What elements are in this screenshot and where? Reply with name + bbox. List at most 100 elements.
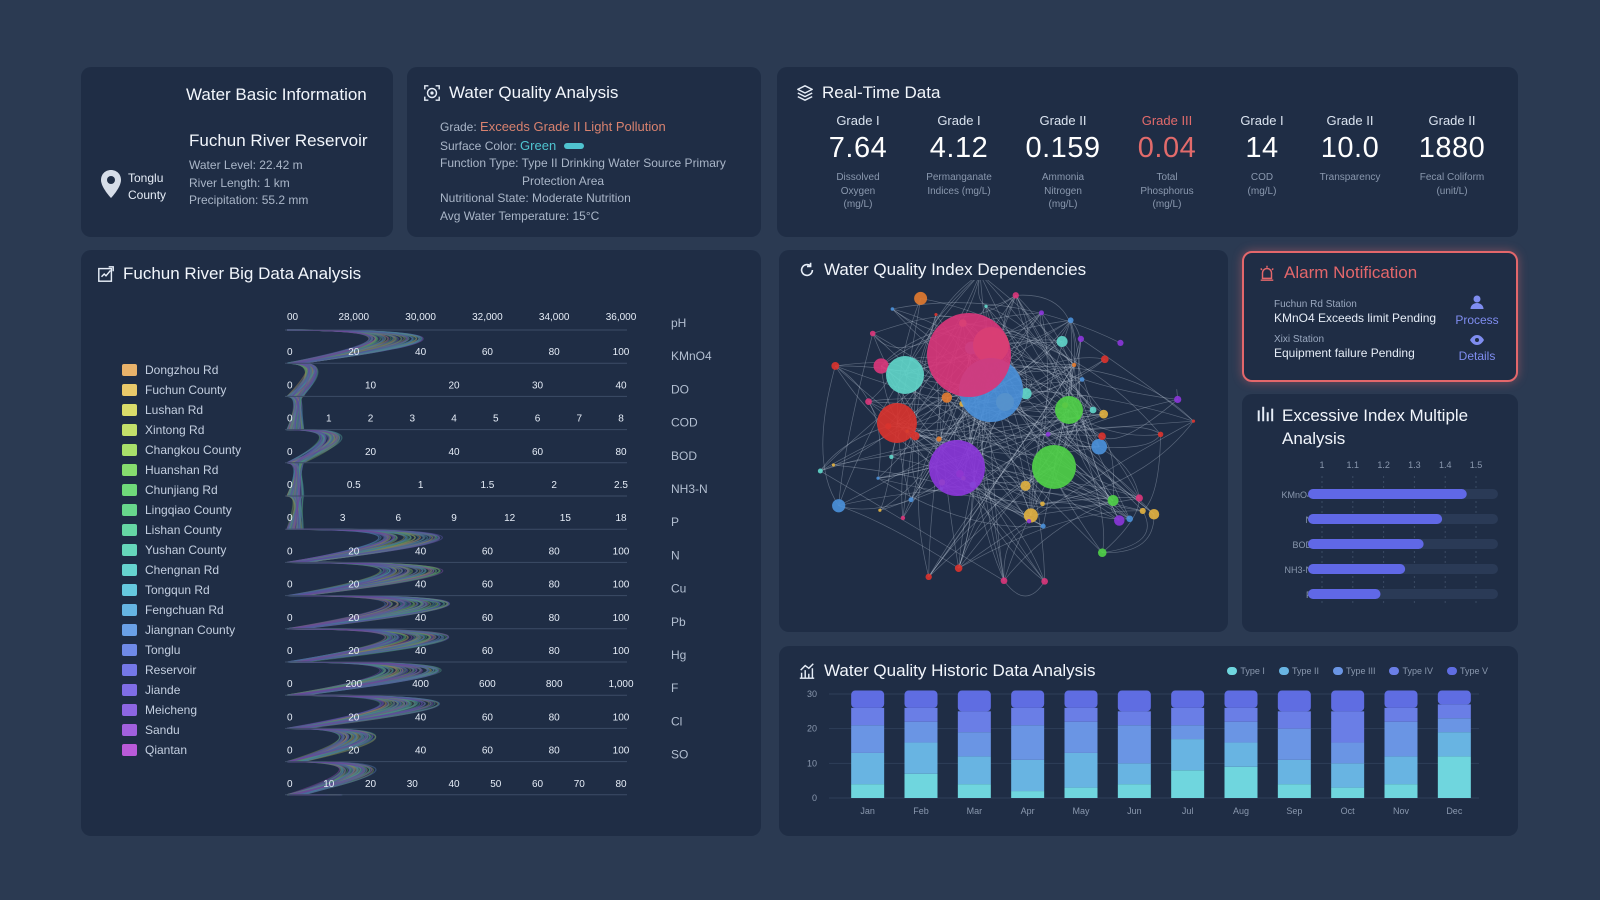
network-node[interactable] [1100,355,1109,364]
bar-segment[interactable] [957,756,991,785]
realtime-metric[interactable]: Grade II 10.0 Transparency [1300,113,1400,185]
network-node[interactable] [984,304,988,308]
process-button[interactable]: Process [1454,294,1500,327]
bar-segment[interactable] [1064,787,1098,798]
network-node[interactable] [1045,431,1051,437]
network-node[interactable] [1114,515,1125,526]
network-node[interactable] [886,356,924,394]
bar-segment[interactable] [851,707,885,726]
bar-segment[interactable] [851,752,885,785]
network-node[interactable] [1148,509,1160,520]
legend-item[interactable]: Lishan County [122,520,241,540]
network-node[interactable] [890,307,895,311]
bar-segment[interactable] [851,725,885,753]
history-legend-item[interactable]: Type II [1278,666,1319,676]
bar-segment[interactable] [1277,690,1311,712]
network-node[interactable] [1098,432,1106,440]
bar-segment[interactable] [1224,690,1258,708]
network-node[interactable] [1126,515,1133,523]
bar-segment[interactable] [1117,690,1151,712]
bar-segment[interactable] [1224,721,1258,743]
network-node[interactable] [1023,508,1038,523]
bar-segment[interactable] [957,711,991,733]
bar-segment[interactable] [1171,770,1205,798]
bar[interactable] [1308,539,1424,549]
realtime-metric[interactable]: Grade III 0.04 Total Phosphorus (mg/L) [1117,113,1217,212]
realtime-metric[interactable]: Grade I 14 COD (mg/L) [1212,113,1312,198]
bar-segment[interactable] [1384,721,1418,757]
bar-segment[interactable] [1171,725,1205,740]
network-node[interactable] [929,440,985,496]
network-node[interactable] [1191,419,1196,423]
parallel-coordinates-chart[interactable]: 00 28,000 30,000 32,000 34,000 36,000 pH0 20 40 6… [81,250,761,836]
location-label[interactable]: Tonglu County [128,171,167,202]
bar-segment[interactable] [1064,721,1098,753]
network-node[interactable] [876,476,880,480]
bar-segment[interactable] [1064,752,1098,788]
network-node[interactable] [1026,519,1032,524]
network-node[interactable] [1020,480,1031,491]
bar-segment[interactable] [1224,707,1258,722]
network-node[interactable] [934,312,938,317]
bar-segment[interactable] [1171,690,1205,708]
bar-segment[interactable] [1171,707,1205,726]
network-node[interactable] [1020,387,1032,400]
bar-segment[interactable] [957,732,991,757]
legend-item[interactable]: Jiande [122,680,241,700]
realtime-metric[interactable]: Grade I 7.64 Dissolved Oxygen (mg/L) [808,113,908,212]
network-node[interactable] [865,398,872,405]
network-node[interactable] [1099,409,1109,419]
bar-segment[interactable] [1011,690,1045,708]
network-node[interactable] [1174,395,1182,404]
bar-segment[interactable] [1331,787,1365,798]
details-button[interactable]: Details [1454,333,1500,363]
bar-segment[interactable] [1277,759,1311,785]
bar[interactable] [1308,564,1406,574]
legend-item[interactable]: Jiangnan County [122,620,241,640]
network-node[interactable] [1117,339,1124,346]
network-node[interactable] [1000,577,1008,585]
network-node[interactable] [1091,438,1108,455]
bar-segment[interactable] [1277,728,1311,760]
legend-item[interactable]: Dongzhou Rd [122,360,241,380]
history-legend-item[interactable]: Type I [1227,666,1265,676]
bar-segment[interactable] [1064,707,1098,722]
legend-item[interactable]: Chengnan Rd [122,560,241,580]
bar-segment[interactable] [1331,763,1365,788]
bar-segment[interactable] [904,742,938,774]
network-node[interactable] [914,291,928,305]
bar-segment[interactable] [1437,690,1471,705]
network-node[interactable] [1135,494,1143,502]
bar-segment[interactable] [1331,690,1365,712]
network-node[interactable] [1079,377,1085,382]
network-node[interactable] [1040,501,1045,507]
bar[interactable] [1308,514,1443,524]
network-node[interactable] [925,573,932,581]
network-node[interactable] [1038,310,1044,316]
bar-segment[interactable] [957,784,991,798]
bar-segment[interactable] [1331,711,1365,743]
network-node[interactable] [927,313,1011,397]
network-node[interactable] [889,454,894,460]
bar-segment[interactable] [1384,756,1418,785]
legend-item[interactable]: Qiantan [122,740,241,760]
bar-segment[interactable] [904,773,938,798]
bar-segment[interactable] [1117,725,1151,764]
network-node[interactable] [1077,335,1085,343]
network-node[interactable] [869,330,876,337]
realtime-metric[interactable]: Grade I 4.12 Permanganate Indices (mg/L) [909,113,1009,198]
network-node[interactable] [900,515,906,521]
network-node[interactable] [908,497,914,503]
network-node[interactable] [817,468,823,474]
network-node[interactable] [1067,317,1074,324]
legend-item[interactable]: Xintong Rd [122,420,241,440]
bar-segment[interactable] [1171,739,1205,771]
legend-item[interactable]: Sandu [122,720,241,740]
network-node[interactable] [832,499,846,513]
network-node[interactable] [1040,523,1046,529]
legend-item[interactable]: Lushan Rd [122,400,241,420]
network-node[interactable] [1056,335,1068,347]
bar-segment[interactable] [1117,711,1151,726]
bar-segment[interactable] [1384,784,1418,798]
legend-item[interactable]: Yushan County [122,540,241,560]
